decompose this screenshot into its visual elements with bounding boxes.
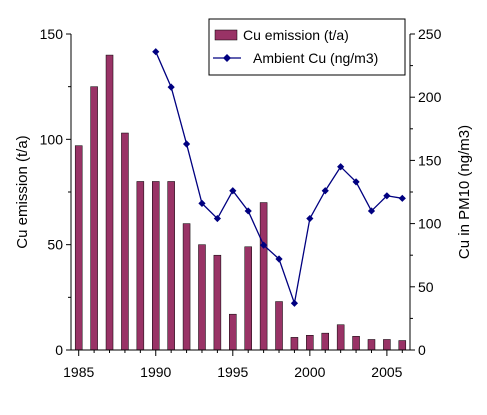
bar-1985 xyxy=(74,145,83,351)
ambient-point-2005 xyxy=(383,192,391,200)
legend-box xyxy=(208,18,406,76)
y2-tick-label: 100 xyxy=(418,216,442,232)
bar-2001 xyxy=(321,332,329,351)
bar-1999 xyxy=(290,337,299,351)
x-tick-label: 1995 xyxy=(217,364,248,380)
x-tick-label: 1990 xyxy=(140,364,171,380)
bar-1996 xyxy=(244,246,252,351)
y2-tick-label: 50 xyxy=(418,279,434,295)
legend-label-emission: Cu emission (t/a) xyxy=(243,27,349,43)
y-tick-label: 150 xyxy=(40,26,64,42)
bar-1998 xyxy=(275,301,283,351)
legend-diamond-marker xyxy=(223,54,231,62)
ambient-point-2003 xyxy=(352,178,360,186)
y2-tick-label: 0 xyxy=(418,342,426,358)
legend: Cu emission (t/a) Ambient Cu (ng/m3) xyxy=(208,18,406,76)
ambient-point-2006 xyxy=(398,194,406,202)
ambient-point-2001 xyxy=(321,187,329,195)
tick-labels: 0 50 100 150 0 50 100 150 200 250 1985 1990 1995 2000… xyxy=(40,26,442,380)
ambient-point-1998 xyxy=(275,255,283,263)
bar-1986 xyxy=(90,86,98,351)
axes xyxy=(66,33,415,356)
y2-tick-label: 150 xyxy=(418,152,442,168)
bar-2003 xyxy=(352,336,360,351)
bar-1989 xyxy=(136,181,145,351)
ambient-point-1997 xyxy=(260,241,268,249)
legend-label-ambient: Ambient Cu (ng/m3) xyxy=(253,50,378,66)
ambient-point-1991 xyxy=(167,83,175,91)
ambient-point-1993 xyxy=(198,199,206,207)
y-tick-label: 50 xyxy=(47,237,63,253)
bar-2000 xyxy=(306,335,314,351)
legend-bar-swatch xyxy=(214,29,238,41)
x-tick-label: 2005 xyxy=(371,364,402,380)
y2-axis-title: Cu in PM10 (ng/m3) xyxy=(456,125,473,259)
bar-1994 xyxy=(213,254,222,351)
emission-bars xyxy=(74,54,407,351)
ambient-line-layer xyxy=(152,48,406,307)
bar-1992 xyxy=(182,223,191,351)
y-tick-label: 100 xyxy=(40,131,64,147)
ambient-point-1999 xyxy=(290,299,299,307)
ambient-point-1992 xyxy=(182,140,191,148)
x-tick-label: 2000 xyxy=(294,364,325,380)
ambient-point-1994 xyxy=(213,214,221,223)
y2-tick-label: 200 xyxy=(418,89,442,105)
ambient-point-1990 xyxy=(152,48,160,56)
bar-2005 xyxy=(383,339,391,351)
ambient-line xyxy=(155,51,403,306)
bar-2002 xyxy=(336,324,345,351)
ambient-point-1995 xyxy=(229,187,237,195)
bar-1987 xyxy=(105,54,114,351)
bar-1990 xyxy=(152,181,160,351)
ambient-point-1996 xyxy=(244,207,252,215)
ambient-point-2004 xyxy=(367,207,376,215)
bar-1991 xyxy=(167,181,175,351)
bar-2006 xyxy=(398,340,407,351)
bar-1993 xyxy=(198,244,206,351)
y-axis-title: Cu emission (t/a) xyxy=(14,135,31,248)
ambient-point-2000 xyxy=(306,214,314,223)
bar-1997 xyxy=(259,202,268,351)
x-tick-label: 1985 xyxy=(63,364,94,380)
bar-1995 xyxy=(229,313,237,351)
y-tick-label: 0 xyxy=(55,342,63,358)
y2-tick-label: 250 xyxy=(418,26,442,42)
ambient-point-2002 xyxy=(337,163,345,171)
bar-2004 xyxy=(367,339,376,351)
bar-1988 xyxy=(121,132,129,351)
